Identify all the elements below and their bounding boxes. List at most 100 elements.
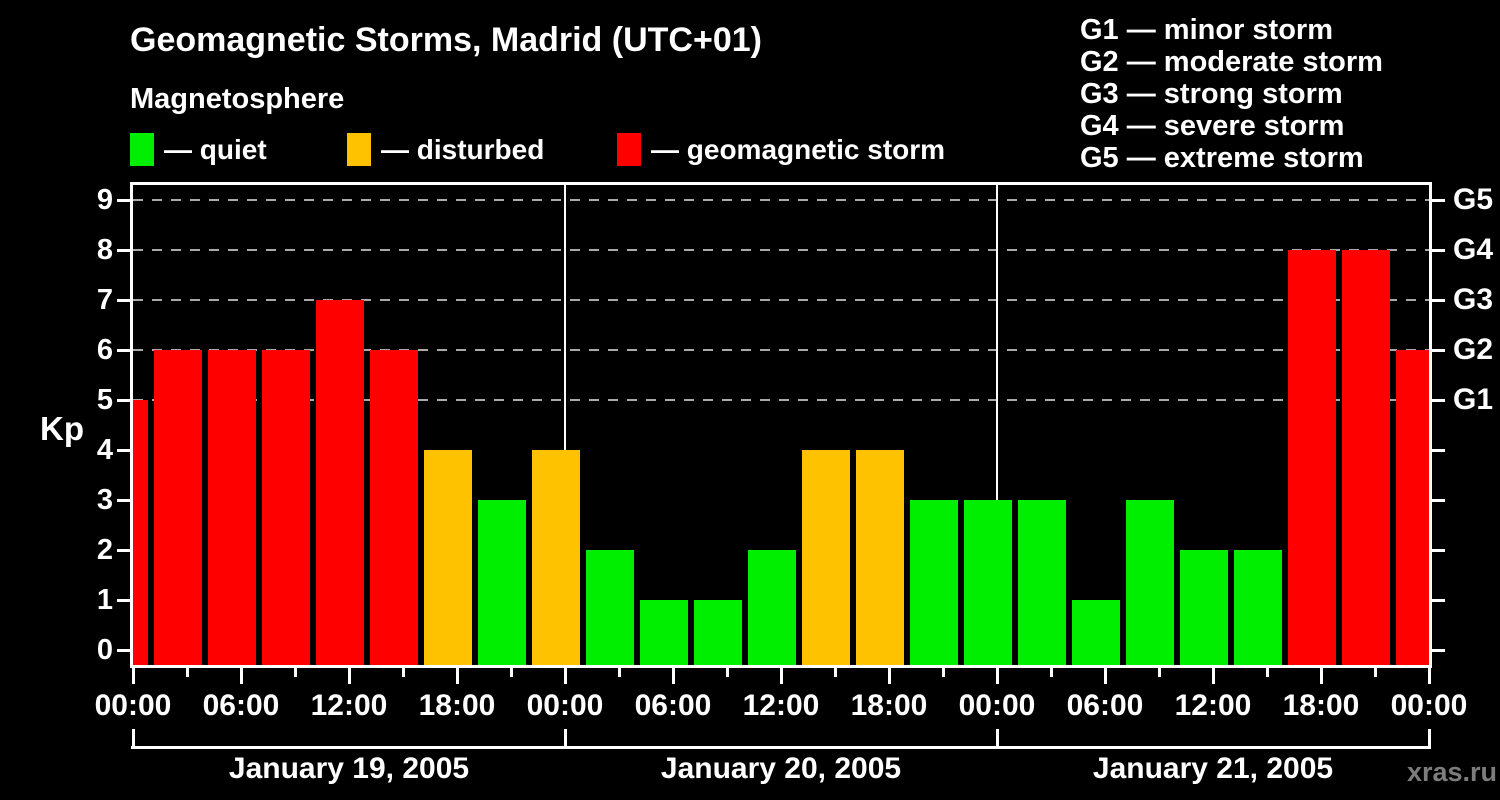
x-tick-label: 00:00 (526, 689, 604, 722)
x-tick-major (995, 668, 999, 684)
kp-bar (1234, 550, 1282, 665)
g-legend-line-g4: G4 — severe storm (1080, 110, 1345, 142)
y-tick-left (117, 248, 130, 252)
chart-subtitle: Magnetosphere (130, 83, 345, 115)
x-tick-label: 18:00 (850, 689, 928, 722)
x-tick-label: 06:00 (202, 689, 280, 722)
legend-swatch-storm (617, 133, 641, 166)
legend-swatch-disturbed (347, 133, 371, 166)
kp-bar (478, 500, 526, 665)
y-tick-right (1432, 598, 1445, 602)
x-tick-minor (185, 668, 189, 677)
x-tick-major (347, 668, 351, 684)
kp-bar (1396, 350, 1429, 665)
gridline-kp-6 (133, 349, 1429, 351)
g-legend-line-g5: G5 — extreme storm (1080, 142, 1364, 174)
kp-bar (748, 550, 796, 665)
kp-bar (532, 450, 580, 665)
legend-label-disturbed: — disturbed (381, 134, 545, 165)
x-tick-minor (833, 668, 837, 677)
kp-bar (1342, 250, 1390, 665)
x-tick-label: 00:00 (1390, 689, 1468, 722)
x-tick-label: 00:00 (958, 689, 1036, 722)
g-legend-line-g2: G2 — moderate storm (1080, 46, 1383, 78)
kp-bar (1126, 500, 1174, 665)
day-bracket-line (131, 746, 1430, 749)
day-divider (996, 185, 998, 665)
legend-label-storm: — geomagnetic storm (651, 134, 946, 165)
kp-bar (640, 600, 688, 665)
x-tick-major (563, 668, 567, 684)
gridline-kp-9 (133, 199, 1429, 201)
x-tick-minor (509, 668, 513, 677)
gridline-kp-7 (133, 299, 1429, 301)
y-tick-left (117, 598, 130, 602)
y-tick-left (117, 398, 130, 402)
x-tick-label: 12:00 (742, 689, 820, 722)
x-tick-minor (617, 668, 621, 677)
x-tick-minor (1157, 668, 1161, 677)
x-tick-major (1211, 668, 1215, 684)
y-tick-left (117, 448, 130, 452)
y-tick-label: 8 (96, 234, 113, 266)
kp-bar (370, 350, 418, 665)
x-tick-major (779, 668, 783, 684)
day-bracket-tick (131, 729, 135, 749)
x-tick-major (455, 668, 459, 684)
y-tick-right (1432, 448, 1445, 452)
watermark: xras.ru (1406, 757, 1497, 787)
x-tick-minor (293, 668, 297, 677)
y-tick-right (1432, 398, 1445, 402)
x-tick-label: 06:00 (1066, 689, 1144, 722)
kp-bar (586, 550, 634, 665)
x-tick-label: 12:00 (1174, 689, 1252, 722)
day-bracket-tick (1427, 729, 1431, 749)
kp-bar (1180, 550, 1228, 665)
x-tick-minor (725, 668, 729, 677)
y-tick-right (1432, 298, 1445, 302)
kp-bar (910, 500, 958, 665)
y-tick-left (117, 198, 130, 202)
y-tick-right (1432, 548, 1445, 552)
y-tick-right (1432, 198, 1445, 202)
x-tick-label: 00:00 (94, 689, 172, 722)
x-tick-label: 12:00 (310, 689, 388, 722)
x-tick-major (1427, 668, 1431, 684)
y-tick-label: 3 (96, 484, 113, 516)
gridline-kp-8 (133, 249, 1429, 251)
y-tick-left (117, 348, 130, 352)
x-tick-major (131, 668, 135, 684)
y-tick-left (117, 648, 130, 652)
kp-bar (1018, 500, 1066, 665)
g-legend-line-g1: G1 — minor storm (1080, 14, 1333, 46)
kp-bar (1072, 600, 1120, 665)
day-bracket-tick (995, 729, 999, 749)
x-tick-major (1319, 668, 1323, 684)
day-divider (564, 185, 566, 665)
y-tick-right (1432, 498, 1445, 502)
y-tick-label: 2 (96, 534, 113, 566)
kp-bar (262, 350, 310, 665)
g-axis-label-g5: G5 (1453, 183, 1494, 216)
y-tick-right (1432, 648, 1445, 652)
x-tick-minor (941, 668, 945, 677)
y-axis-title: Kp (40, 410, 84, 447)
kp-bar (694, 600, 742, 665)
x-tick-label: 18:00 (418, 689, 496, 722)
legend-label-quiet: — quiet (164, 134, 267, 165)
x-tick-minor (1373, 668, 1377, 677)
x-tick-major (239, 668, 243, 684)
y-tick-label: 6 (96, 334, 113, 366)
y-tick-label: 0 (96, 634, 113, 666)
kp-bar (424, 450, 472, 665)
plot-clip (133, 185, 1429, 665)
x-tick-major (671, 668, 675, 684)
x-tick-minor (1265, 668, 1269, 677)
g-axis-label-g4: G4 (1453, 233, 1494, 266)
kp-bar (1288, 250, 1336, 665)
y-tick-label: 9 (96, 184, 113, 216)
kp-bar (133, 400, 148, 665)
kp-bar (856, 450, 904, 665)
day-label: January 21, 2005 (1092, 752, 1334, 785)
kp-bar (964, 500, 1012, 665)
